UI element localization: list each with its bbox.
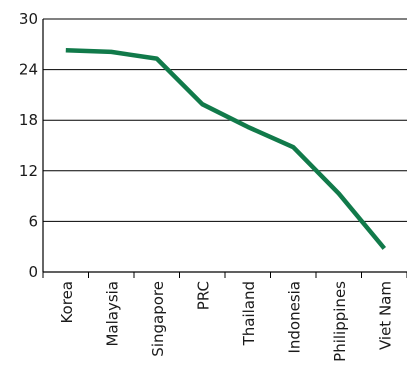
y-tick-label-6: 6 [28, 212, 38, 230]
y-tick-label-24: 24 [19, 61, 38, 79]
x-tick-label-4: Thailand [240, 281, 258, 346]
x-tick-label-1: Malaysia [103, 281, 121, 347]
x-tick-label-6: Philippines [331, 281, 349, 362]
x-tick-label-3: PRC [194, 281, 212, 310]
y-axis-tick-labels: 0 6 12 18 24 30 [19, 10, 38, 281]
y-tick-label-12: 12 [19, 162, 38, 180]
y-tick-label-30: 30 [19, 10, 38, 28]
axes [42, 19, 407, 278]
series-line-0 [65, 47, 387, 250]
y-tick-label-18: 18 [19, 111, 38, 129]
x-tick-label-2: Singapore [149, 281, 167, 357]
series-layer [65, 47, 387, 250]
y-tick-label-0: 0 [28, 263, 38, 281]
x-axis-tick-labels: Korea Malaysia Singapore PRC Thailand Indones… [58, 281, 395, 362]
x-tick-label-7: Viet Nam [376, 281, 394, 350]
x-tick-label-0: Korea [58, 281, 76, 324]
x-tick-label-5: Indonesia [285, 281, 303, 354]
gridlines [43, 18, 407, 222]
